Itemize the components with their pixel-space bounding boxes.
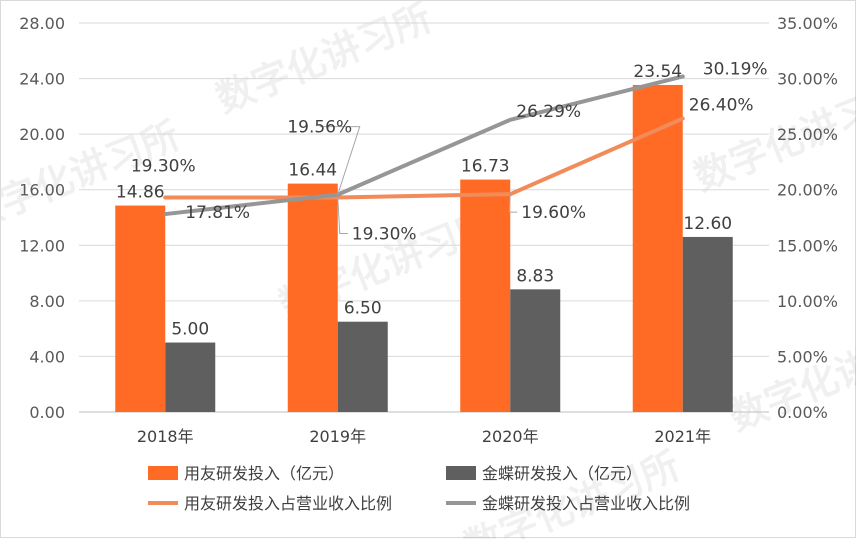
x-axis: 2018年 2019年 2020年 2021年 [137, 427, 711, 446]
bar [115, 205, 166, 412]
legend-label: 金蝶研发投入（亿元） [482, 464, 642, 483]
line-data-label: 26.40% [689, 96, 754, 116]
right-axis-tick-label: 0.00% [777, 403, 828, 422]
bar [165, 342, 216, 412]
right-axis-tick-label: 30.00% [777, 70, 838, 89]
left-axis-tick-label: 28.00 [19, 14, 65, 33]
bar [337, 321, 388, 412]
series-line [163, 116, 685, 200]
bar-data-label: 8.83 [516, 266, 554, 286]
line-data-label: 19.30% [131, 156, 196, 176]
watermark-text: 数字化讲习所 [210, 1, 438, 121]
bar-data-label: 6.50 [344, 299, 382, 319]
line-series [163, 74, 685, 217]
left-axis-tick-label: 16.00 [19, 181, 65, 200]
right-axis-tick-label: 10.00% [777, 292, 838, 311]
series-line [163, 74, 685, 217]
legend-swatch [148, 466, 178, 480]
bar [510, 289, 561, 412]
line-data-label: 26.29% [516, 102, 581, 122]
label-leader-line [337, 197, 348, 234]
legend-item[interactable]: 金蝶研发投入占营业收入比例 [446, 494, 690, 513]
legend-item[interactable]: 用友研发投入占营业收入比例 [148, 494, 392, 513]
bar [632, 84, 683, 412]
line-data-label: 19.30% [352, 224, 417, 244]
line-data-label: 19.56% [287, 118, 352, 138]
legend-label: 金蝶研发投入占营业收入比例 [482, 494, 690, 513]
bar [287, 183, 338, 412]
bar [682, 236, 733, 412]
line-data-label: 30.19% [703, 59, 768, 79]
watermark-text: 数字化讲习所 [458, 443, 686, 539]
legend-label: 用友研发投入（亿元） [184, 464, 344, 483]
x-axis-tick-label: 2020年 [482, 427, 539, 446]
right-axis-tick-label: 35.00% [777, 14, 838, 33]
legend-item[interactable]: 金蝶研发投入（亿元） [446, 464, 642, 483]
line-data-label: 17.81% [185, 203, 250, 223]
x-axis-tick-label: 2019年 [309, 427, 366, 446]
right-axis-tick-label: 20.00% [777, 181, 838, 200]
legend[interactable]: 用友研发投入（亿元） 金蝶研发投入（亿元） 用友研发投入占营业收入比例 金蝶研发投入占… [148, 464, 690, 513]
left-axis-tick-label: 4.00 [29, 347, 65, 366]
bar-data-label: 12.60 [683, 214, 732, 234]
bar-series [115, 84, 733, 412]
bar-data-label: 16.73 [461, 157, 510, 177]
left-axis-tick-label: 12.00 [19, 236, 65, 255]
label-leader-line [508, 194, 518, 213]
right-axis-tick-label: 15.00% [777, 236, 838, 255]
left-axis-tick-label: 8.00 [29, 292, 65, 311]
right-axis: 0.00% 5.00% 10.00% 15.00% 20.00% 25.00% 30.00%… [777, 14, 838, 422]
left-axis-tick-label: 20.00 [19, 125, 65, 144]
left-axis-tick-label: 24.00 [19, 70, 65, 89]
legend-item[interactable]: 用友研发投入（亿元） [148, 464, 344, 483]
line-data-label: 19.60% [521, 203, 586, 223]
x-axis-tick-label: 2018年 [137, 427, 194, 446]
left-axis-tick-label: 0.00 [29, 403, 65, 422]
x-axis-tick-label: 2021年 [654, 427, 711, 446]
bar-data-label: 14.86 [116, 183, 165, 203]
label-leader-line [319, 126, 361, 195]
bar-data-label: 16.44 [288, 161, 337, 181]
right-axis-tick-label: 25.00% [777, 125, 838, 144]
legend-label: 用友研发投入占营业收入比例 [184, 494, 392, 513]
legend-swatch [446, 466, 476, 480]
bar [460, 179, 511, 412]
bar-data-label: 5.00 [171, 320, 209, 340]
right-axis-tick-label: 5.00% [777, 347, 828, 366]
left-axis: 0.00 4.00 8.00 12.00 16.00 20.00 24.00 28.00 [19, 14, 65, 422]
data-labels: 14.86 5.00 16.44 6.50 16.73 8.83 23.54 12.60 19.… [116, 59, 768, 339]
bar-data-label: 23.54 [633, 62, 682, 82]
